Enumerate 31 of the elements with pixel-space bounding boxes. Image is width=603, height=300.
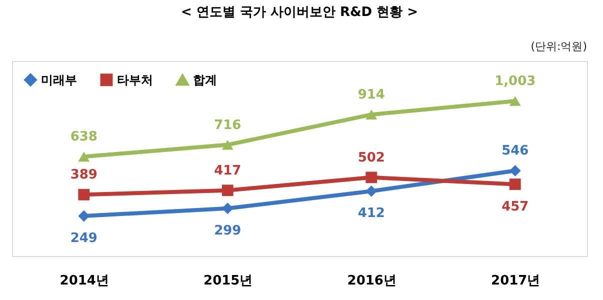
- point: [366, 185, 378, 197]
- point: [509, 165, 521, 176]
- data-label: 914: [358, 88, 385, 103]
- point: [222, 140, 234, 150]
- data-label: 412: [358, 206, 385, 222]
- data-label: 1,003: [494, 74, 536, 89]
- point: [366, 110, 378, 120]
- point: [509, 178, 521, 190]
- point: [366, 172, 378, 184]
- data-label: 638: [70, 130, 98, 145]
- point: [78, 188, 90, 200]
- data-label: 502: [358, 150, 385, 166]
- data-label: 299: [214, 223, 242, 238]
- x-tick-label: 2015년: [204, 274, 253, 288]
- text: (단위:억원): [530, 40, 587, 53]
- point: [222, 184, 234, 196]
- data-label: 716: [214, 118, 242, 133]
- data-label: 457: [502, 199, 529, 214]
- data-label: 417: [214, 163, 242, 178]
- point: [78, 152, 90, 162]
- data-label: 546: [502, 144, 529, 159]
- legend-label: 타부처: [117, 72, 153, 87]
- legend-label: 합계: [193, 73, 217, 88]
- data-label: 249: [70, 231, 98, 246]
- legend-label: 미래부: [41, 72, 77, 87]
- data-label: 389: [70, 168, 98, 183]
- x-tick-label: 2014년: [60, 274, 109, 288]
- x-tick-label: 2017년: [491, 274, 540, 288]
- chart-title: < 연도별 국가 사이버보안 R&D 현황 >: [180, 5, 418, 20]
- x-tick-label: 2016년: [347, 274, 396, 288]
- point: [509, 96, 521, 106]
